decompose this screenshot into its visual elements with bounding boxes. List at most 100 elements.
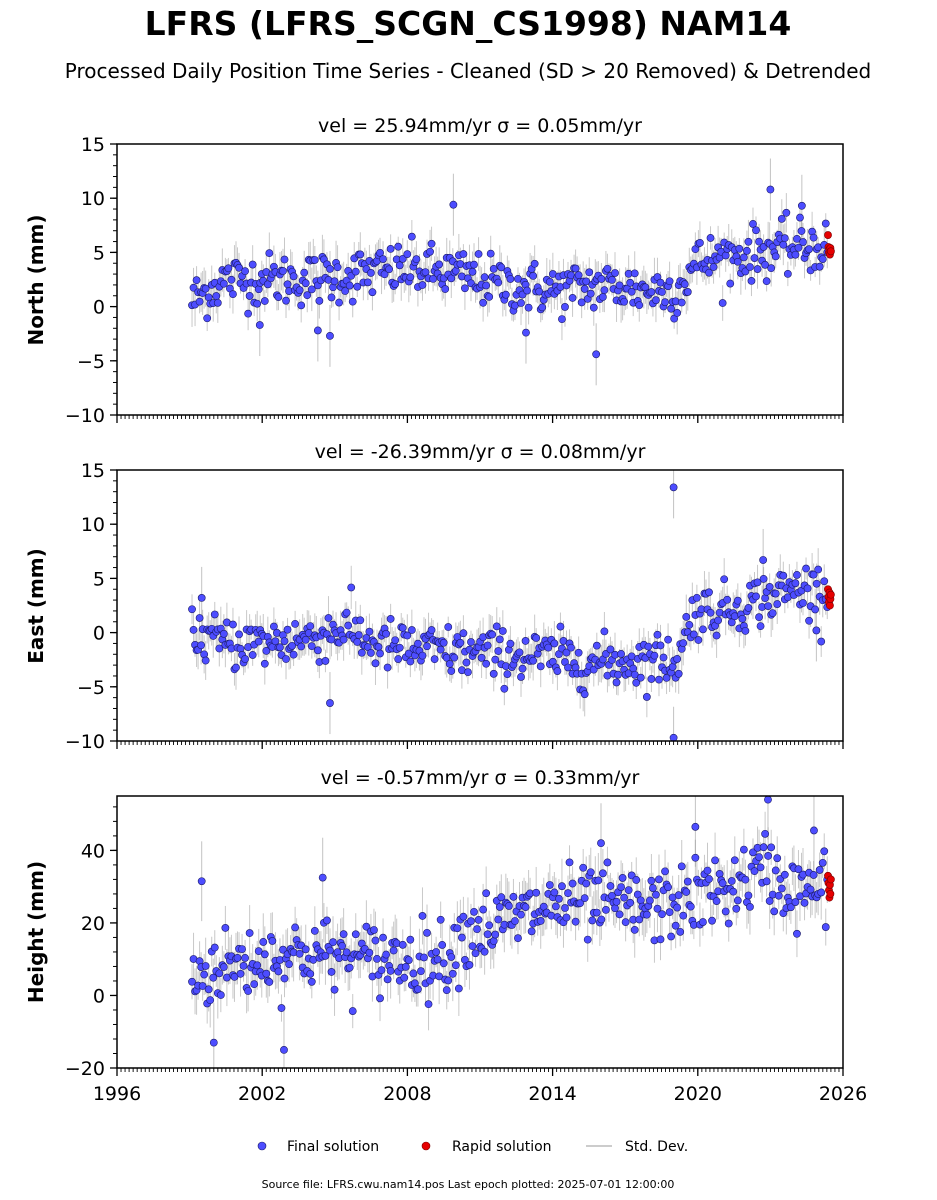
final-point (733, 896, 742, 905)
final-point (777, 884, 786, 893)
final-point (342, 608, 351, 617)
final-point (705, 268, 713, 277)
final-point (447, 953, 456, 961)
final-point (424, 1000, 433, 1009)
final-point (821, 923, 830, 931)
final-point (321, 951, 330, 960)
final-point (632, 678, 641, 687)
final-point (306, 622, 315, 631)
final-point (347, 583, 356, 592)
final-point (482, 889, 491, 898)
final-point (464, 668, 472, 677)
final-point (313, 326, 322, 335)
final-point (324, 614, 333, 622)
final-point (771, 589, 780, 598)
final-point (630, 269, 639, 278)
final-point (652, 890, 660, 899)
final-point (506, 275, 515, 283)
final-point (705, 588, 713, 597)
final-point (606, 645, 615, 654)
final-point (436, 645, 445, 654)
final-point (260, 297, 269, 305)
final-point (597, 275, 606, 283)
final-point (741, 875, 750, 884)
final-point (680, 280, 689, 289)
legend-final-marker (257, 1141, 267, 1151)
final-point (727, 877, 736, 885)
final-point (365, 948, 374, 957)
final-point (468, 942, 477, 951)
final-point (345, 281, 354, 290)
final-point (602, 905, 610, 914)
final-point (627, 287, 636, 296)
final-point (418, 912, 427, 920)
final-point (671, 921, 680, 930)
final-point (653, 630, 662, 639)
final-point (739, 845, 748, 854)
final-point (382, 950, 390, 959)
final-point (365, 627, 374, 636)
final-point (576, 899, 585, 908)
final-point (814, 565, 823, 574)
final-point (589, 303, 598, 312)
rapid-solution-points (824, 585, 835, 610)
final-point (253, 299, 262, 308)
final-point (501, 290, 510, 299)
rapid-point (827, 875, 835, 884)
final-point (414, 985, 422, 994)
legend-std-label: Std. Dev. (625, 1139, 688, 1155)
final-point (514, 934, 522, 943)
final-point (509, 892, 518, 901)
rapid-solution-points (824, 231, 835, 259)
final-point (592, 641, 601, 650)
final-point (386, 615, 395, 623)
final-point (438, 941, 447, 949)
final-point (550, 639, 559, 648)
final-point (203, 314, 212, 323)
final-point (679, 911, 688, 920)
final-point (253, 961, 262, 970)
final-point (213, 298, 222, 307)
height-panel-title: vel = -0.57mm/yr σ = 0.33mm/yr (321, 767, 640, 789)
final-point (773, 600, 782, 608)
final-point (517, 910, 525, 919)
final-point (289, 650, 298, 659)
final-point (611, 904, 619, 913)
x-tick-label: 2002 (238, 1083, 286, 1105)
y-tick-label: −10 (65, 731, 105, 753)
final-point (245, 929, 254, 937)
final-point (544, 643, 553, 652)
final-point (497, 263, 506, 272)
final-point (752, 592, 760, 601)
final-point (635, 915, 644, 924)
final-point (412, 255, 421, 264)
final-point (699, 918, 707, 926)
final-point (288, 641, 296, 650)
final-point (479, 905, 488, 914)
final-point (777, 214, 786, 223)
final-point (459, 629, 468, 638)
final-point (386, 966, 395, 975)
final-point (668, 663, 677, 671)
final-point (480, 947, 489, 956)
final-point (209, 973, 218, 982)
final-point (617, 650, 625, 658)
final-point (351, 267, 360, 276)
final-point (301, 945, 310, 954)
final-point (694, 636, 703, 644)
final-point (517, 673, 525, 681)
final-point (430, 655, 439, 664)
final-point (201, 656, 210, 665)
final-point (642, 693, 651, 701)
final-point (330, 985, 339, 994)
final-point (811, 605, 820, 614)
final-point (482, 281, 491, 290)
final-point (673, 309, 682, 317)
final-point (394, 242, 403, 251)
final-point (515, 648, 524, 657)
final-solution-points (188, 185, 832, 359)
final-point (783, 269, 792, 278)
final-point (276, 643, 284, 652)
final-point (423, 642, 431, 651)
